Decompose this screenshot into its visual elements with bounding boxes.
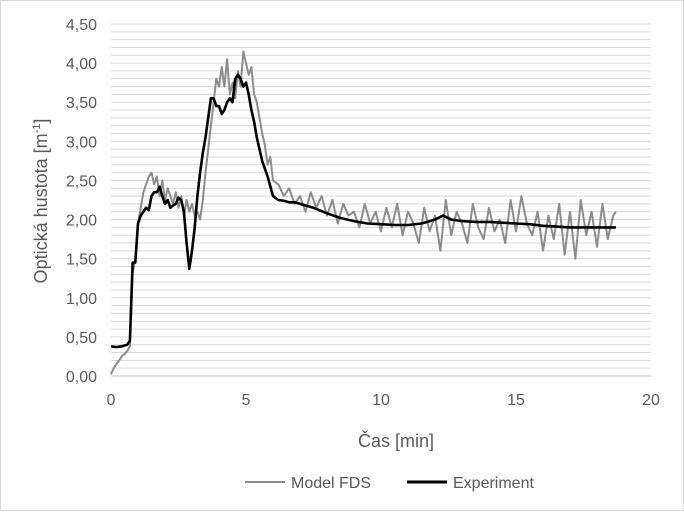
y-tick-label: 4,50 [66,17,97,34]
x-tick-label: 15 [507,392,525,409]
y-axis-title-tail: ] [31,119,51,124]
x-tick-label: 20 [642,392,660,409]
y-tick-label: 2,50 [66,173,97,190]
y-axis-title-superscript: -1 [31,124,43,134]
gridlines [111,23,651,369]
x-tick-label: 10 [372,392,390,409]
tick-labels: 0,00 0,50 1,00 1,50 2,00 2,50 3,00 3,50 4,00 4,50… [66,17,660,409]
y-tick-label: 1,50 [66,252,97,269]
y-tick-label: 3,50 [66,95,97,112]
y-tick-label: 0,50 [66,330,97,347]
legend-label-model: Model FDS [291,475,371,492]
series-line-experiment [110,73,616,349]
y-axis-title-main: Optická hustota [m [31,133,51,283]
x-tick-label: 5 [242,392,251,409]
x-axis-title: Čas [min] [358,430,434,451]
legend: Model FDS Experiment [245,475,534,492]
series-line-model [110,50,617,375]
series [110,50,617,375]
x-tick-label: 0 [107,392,116,409]
y-axis-title: Optická hustota [m-1] [31,119,51,284]
legend-label-experiment: Experiment [453,475,534,492]
y-tick-label: 4,00 [66,56,97,73]
y-tick-label: 0,00 [66,369,97,386]
y-tick-label: 1,00 [66,291,97,308]
y-tick-label: 3,00 [66,134,97,151]
y-tick-label: 2,00 [66,213,97,230]
